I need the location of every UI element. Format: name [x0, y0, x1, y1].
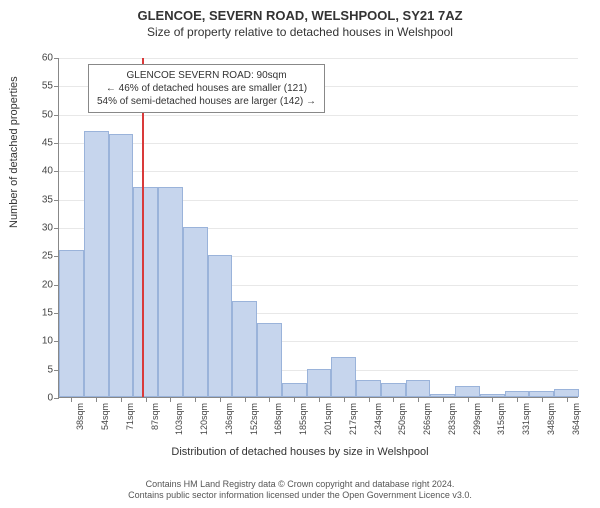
bar [455, 386, 480, 397]
bar [331, 357, 356, 397]
xtick-mark [170, 397, 171, 402]
bar [307, 369, 332, 397]
xtick-mark [468, 397, 469, 402]
xtick-mark [71, 397, 72, 402]
ytick-label: 35 [42, 194, 59, 205]
xtick-mark [121, 397, 122, 402]
xtick-label: 168sqm [273, 403, 283, 435]
ytick-label: 30 [42, 223, 59, 234]
ytick-label: 40 [42, 166, 59, 177]
ytick-label: 5 [47, 364, 59, 375]
xtick-mark [146, 397, 147, 402]
xtick-label: 71sqm [125, 403, 135, 430]
ytick-label: 60 [42, 53, 59, 64]
ytick-label: 0 [47, 393, 59, 404]
ytick-label: 15 [42, 308, 59, 319]
xtick-label: 120sqm [199, 403, 209, 435]
xtick-mark [220, 397, 221, 402]
ytick-label: 55 [42, 81, 59, 92]
chart-title: GLENCOE, SEVERN ROAD, WELSHPOOL, SY21 7A… [0, 8, 600, 23]
xtick-label: 201sqm [323, 403, 333, 435]
xtick-label: 348sqm [546, 403, 556, 435]
gridline [59, 58, 578, 59]
xtick-label: 185sqm [298, 403, 308, 435]
chart-subtitle: Size of property relative to detached ho… [0, 25, 600, 39]
plot-area: 05101520253035404550556038sqm54sqm71sqm8… [58, 58, 578, 398]
ytick-label: 45 [42, 138, 59, 149]
xtick-mark [517, 397, 518, 402]
xtick-label: 87sqm [150, 403, 160, 430]
ytick-label: 50 [42, 109, 59, 120]
xtick-label: 54sqm [100, 403, 110, 430]
bar [232, 301, 257, 397]
bar [109, 134, 134, 398]
xtick-mark [294, 397, 295, 402]
bar [84, 131, 109, 397]
xtick-mark [542, 397, 543, 402]
xtick-label: 364sqm [571, 403, 581, 435]
xtick-label: 152sqm [249, 403, 259, 435]
bar [406, 380, 431, 397]
ytick-label: 25 [42, 251, 59, 262]
xtick-mark [96, 397, 97, 402]
bar [257, 323, 282, 397]
bar [158, 187, 183, 397]
xtick-mark [567, 397, 568, 402]
xtick-label: 315sqm [496, 403, 506, 435]
annotation-line3: 54% of semi-detached houses are larger (… [97, 95, 316, 108]
xtick-label: 217sqm [348, 403, 358, 435]
bar [381, 383, 406, 397]
xtick-mark [269, 397, 270, 402]
xtick-label: 331sqm [521, 403, 531, 435]
bar [183, 227, 208, 397]
xtick-label: 136sqm [224, 403, 234, 435]
bar [208, 255, 233, 397]
xtick-label: 103sqm [174, 403, 184, 435]
xtick-mark [393, 397, 394, 402]
xtick-mark [195, 397, 196, 402]
bar [282, 383, 307, 397]
xtick-mark [319, 397, 320, 402]
y-axis-title: Number of detached properties [8, 76, 20, 228]
xtick-label: 250sqm [397, 403, 407, 435]
footer: Contains HM Land Registry data © Crown c… [0, 479, 600, 502]
ytick-label: 10 [42, 336, 59, 347]
xtick-mark [245, 397, 246, 402]
annotation-line1: GLENCOE SEVERN ROAD: 90sqm [97, 69, 316, 82]
footer-line1: Contains HM Land Registry data © Crown c… [0, 479, 600, 491]
annotation-box: GLENCOE SEVERN ROAD: 90sqm ← 46% of deta… [88, 64, 325, 113]
gridline [59, 171, 578, 172]
xtick-mark [344, 397, 345, 402]
xtick-mark [418, 397, 419, 402]
xtick-label: 38sqm [75, 403, 85, 430]
xtick-mark [369, 397, 370, 402]
xtick-label: 266sqm [422, 403, 432, 435]
xtick-label: 283sqm [447, 403, 457, 435]
x-axis-title: Distribution of detached houses by size … [0, 446, 600, 458]
footer-line2: Contains public sector information licen… [0, 490, 600, 502]
xtick-mark [492, 397, 493, 402]
ytick-label: 20 [42, 279, 59, 290]
bar [59, 250, 84, 397]
annotation-line2: ← 46% of detached houses are smaller (12… [97, 82, 316, 95]
xtick-label: 299sqm [472, 403, 482, 435]
xtick-label: 234sqm [373, 403, 383, 435]
xtick-mark [443, 397, 444, 402]
bar [356, 380, 381, 397]
bar [133, 187, 158, 397]
bar [554, 389, 579, 398]
gridline [59, 115, 578, 116]
gridline [59, 143, 578, 144]
